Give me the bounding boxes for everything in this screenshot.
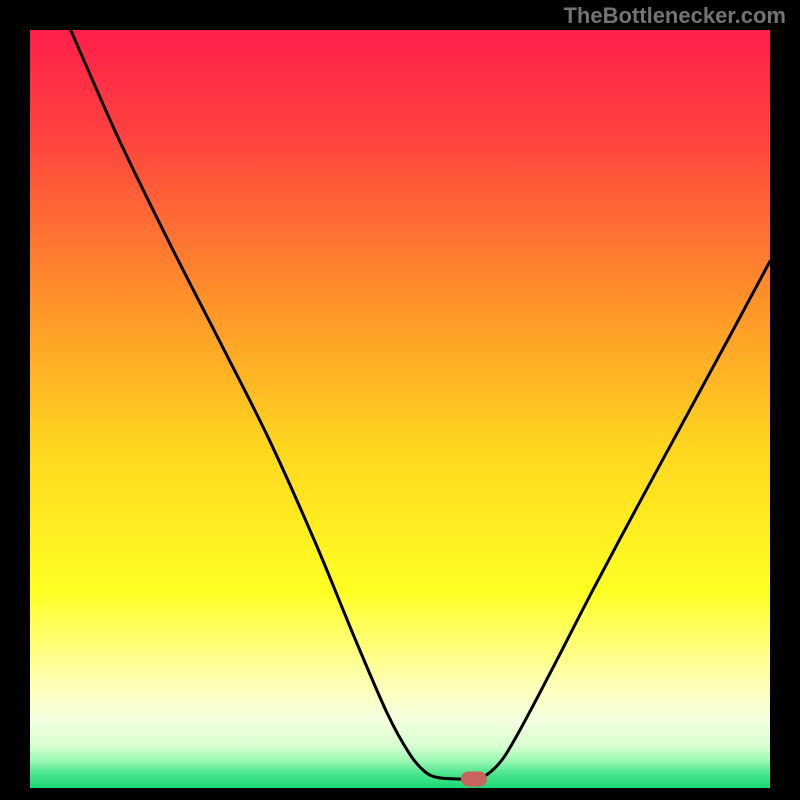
plot-area: [30, 30, 770, 788]
chart-frame: TheBottlenecker.com: [0, 0, 800, 800]
watermark-text: TheBottlenecker.com: [563, 3, 786, 29]
optimum-marker: [461, 771, 487, 786]
frame-border-right: [770, 0, 800, 800]
frame-border-bottom: [0, 788, 800, 800]
bottleneck-curve: [30, 30, 770, 788]
curve-path: [71, 30, 770, 779]
frame-border-left: [0, 0, 30, 800]
